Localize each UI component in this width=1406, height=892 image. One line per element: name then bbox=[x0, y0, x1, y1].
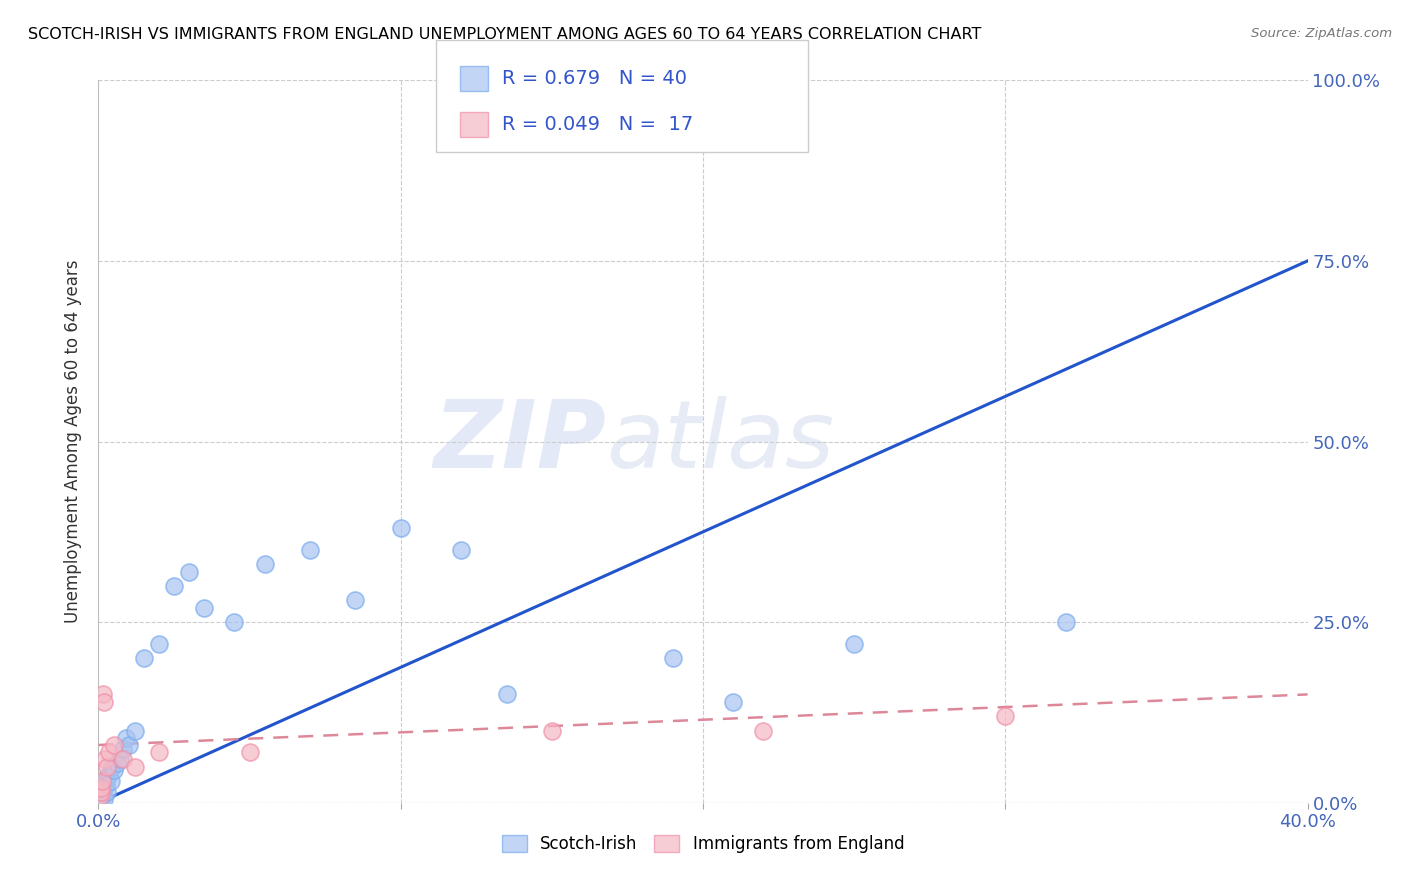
Point bbox=[111, 741, 134, 756]
Point bbox=[495, 687, 517, 701]
Point bbox=[723, 695, 745, 709]
Point bbox=[224, 615, 246, 630]
Point bbox=[1054, 615, 1077, 630]
Point bbox=[96, 760, 118, 774]
Point bbox=[253, 558, 276, 572]
Point bbox=[118, 738, 141, 752]
Point bbox=[90, 781, 112, 796]
Point bbox=[96, 785, 118, 799]
Point bbox=[93, 792, 115, 806]
Legend: Scotch-Irish, Immigrants from England: Scotch-Irish, Immigrants from England bbox=[495, 828, 911, 860]
Point bbox=[105, 756, 128, 770]
Point bbox=[114, 731, 136, 745]
Point bbox=[91, 789, 114, 803]
Point bbox=[661, 651, 683, 665]
Point bbox=[179, 565, 201, 579]
Point bbox=[89, 789, 111, 803]
Point bbox=[93, 695, 115, 709]
Point bbox=[555, 73, 578, 87]
Point bbox=[100, 774, 122, 789]
Point bbox=[124, 760, 146, 774]
Point bbox=[91, 785, 114, 799]
Text: R = 0.049   N =  17: R = 0.049 N = 17 bbox=[502, 115, 693, 134]
Point bbox=[91, 774, 114, 789]
Point bbox=[148, 745, 170, 759]
Point bbox=[96, 771, 118, 785]
Point bbox=[93, 781, 115, 796]
Point bbox=[602, 73, 624, 87]
Point bbox=[450, 542, 472, 557]
Point bbox=[111, 752, 134, 766]
Point bbox=[994, 709, 1017, 723]
Text: ZIP: ZIP bbox=[433, 395, 606, 488]
Point bbox=[103, 764, 125, 778]
Point bbox=[94, 778, 117, 792]
Point bbox=[90, 792, 112, 806]
Point bbox=[148, 637, 170, 651]
Point bbox=[299, 542, 322, 557]
Point bbox=[344, 593, 367, 607]
Text: R = 0.679   N = 40: R = 0.679 N = 40 bbox=[502, 69, 688, 88]
Point bbox=[163, 579, 186, 593]
Point bbox=[90, 785, 112, 799]
Point bbox=[752, 723, 775, 738]
Point bbox=[132, 651, 155, 665]
Point bbox=[193, 600, 215, 615]
Point bbox=[108, 752, 131, 766]
Point bbox=[103, 738, 125, 752]
Point bbox=[239, 745, 262, 759]
Text: atlas: atlas bbox=[606, 396, 835, 487]
Point bbox=[98, 767, 121, 781]
Point bbox=[389, 521, 412, 535]
Point bbox=[540, 723, 562, 738]
Point bbox=[90, 785, 112, 799]
Point bbox=[94, 774, 117, 789]
Text: Source: ZipAtlas.com: Source: ZipAtlas.com bbox=[1251, 27, 1392, 40]
Point bbox=[91, 687, 114, 701]
Point bbox=[90, 781, 112, 796]
Point bbox=[98, 745, 121, 759]
Point bbox=[124, 723, 146, 738]
Text: SCOTCH-IRISH VS IMMIGRANTS FROM ENGLAND UNEMPLOYMENT AMONG AGES 60 TO 64 YEARS C: SCOTCH-IRISH VS IMMIGRANTS FROM ENGLAND … bbox=[28, 27, 981, 42]
Point bbox=[101, 760, 124, 774]
Point bbox=[94, 752, 117, 766]
Point bbox=[844, 637, 866, 651]
Y-axis label: Unemployment Among Ages 60 to 64 years: Unemployment Among Ages 60 to 64 years bbox=[65, 260, 83, 624]
Point bbox=[89, 789, 111, 803]
